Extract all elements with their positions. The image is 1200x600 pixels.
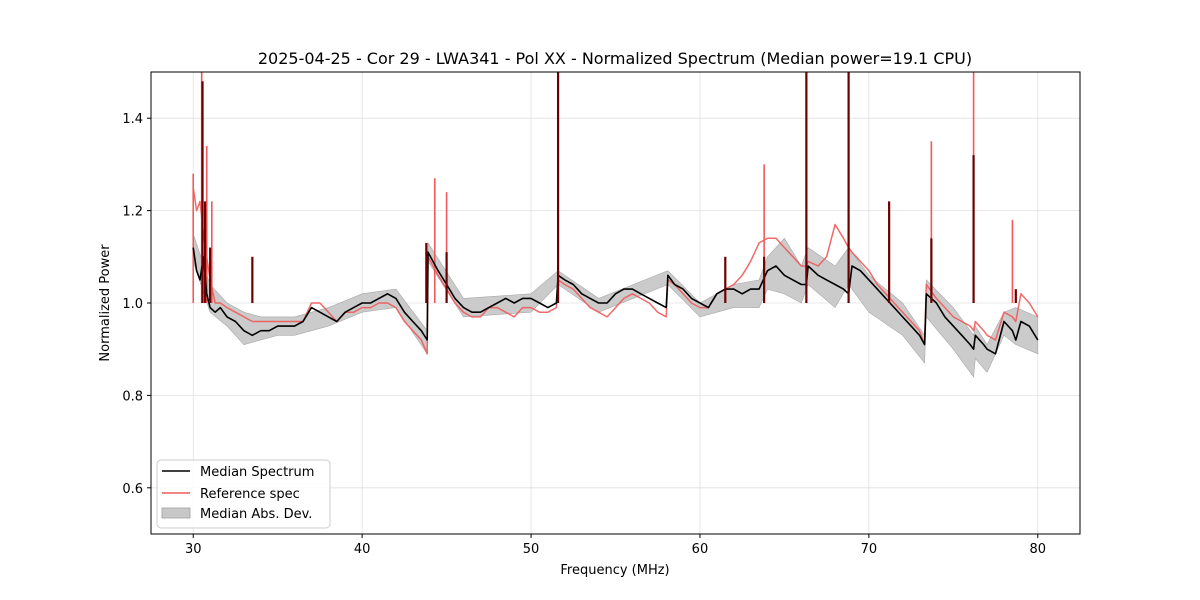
x-tick-label: 30 [185, 542, 202, 557]
y-tick-label: 1.4 [122, 112, 143, 127]
legend-label-mad: Median Abs. Dev. [200, 507, 312, 522]
x-tick-label: 70 [861, 542, 878, 557]
x-tick-label: 80 [1029, 542, 1046, 557]
y-tick-label: 1.2 [122, 205, 143, 220]
chart-title: 2025-04-25 - Cor 29 - LWA341 - Pol XX - … [258, 49, 972, 68]
mad-band-layer [192, 233, 1039, 378]
mad-band [192, 233, 1039, 378]
y-axis: 0.6 0.8 1.0 1.2 1.4 [122, 112, 151, 497]
y-axis-label: Normalized Power [98, 244, 113, 362]
x-axis: 30 40 50 60 70 80 [185, 534, 1046, 557]
x-axis-label: Frequency (MHz) [560, 563, 669, 578]
y-tick-label: 0.6 [122, 482, 143, 497]
legend-label-median: Median Spectrum [200, 465, 314, 480]
legend-swatch-mad [161, 507, 191, 519]
legend-box [156, 459, 331, 529]
legend-label-reference: Reference spec [200, 487, 300, 502]
y-tick-label: 0.8 [122, 389, 143, 404]
x-tick-label: 40 [354, 542, 371, 557]
reference-spectrum-line [192, 187, 1039, 355]
legend: Median Spectrum Reference spec Median Ab… [156, 459, 331, 529]
median-spectrum-line [192, 247, 1039, 355]
median-layer [192, 72, 1039, 355]
y-tick-label: 1.0 [122, 297, 143, 312]
plot-area [150, 71, 1081, 535]
x-tick-label: 50 [523, 542, 540, 557]
x-tick-label: 60 [692, 542, 709, 557]
